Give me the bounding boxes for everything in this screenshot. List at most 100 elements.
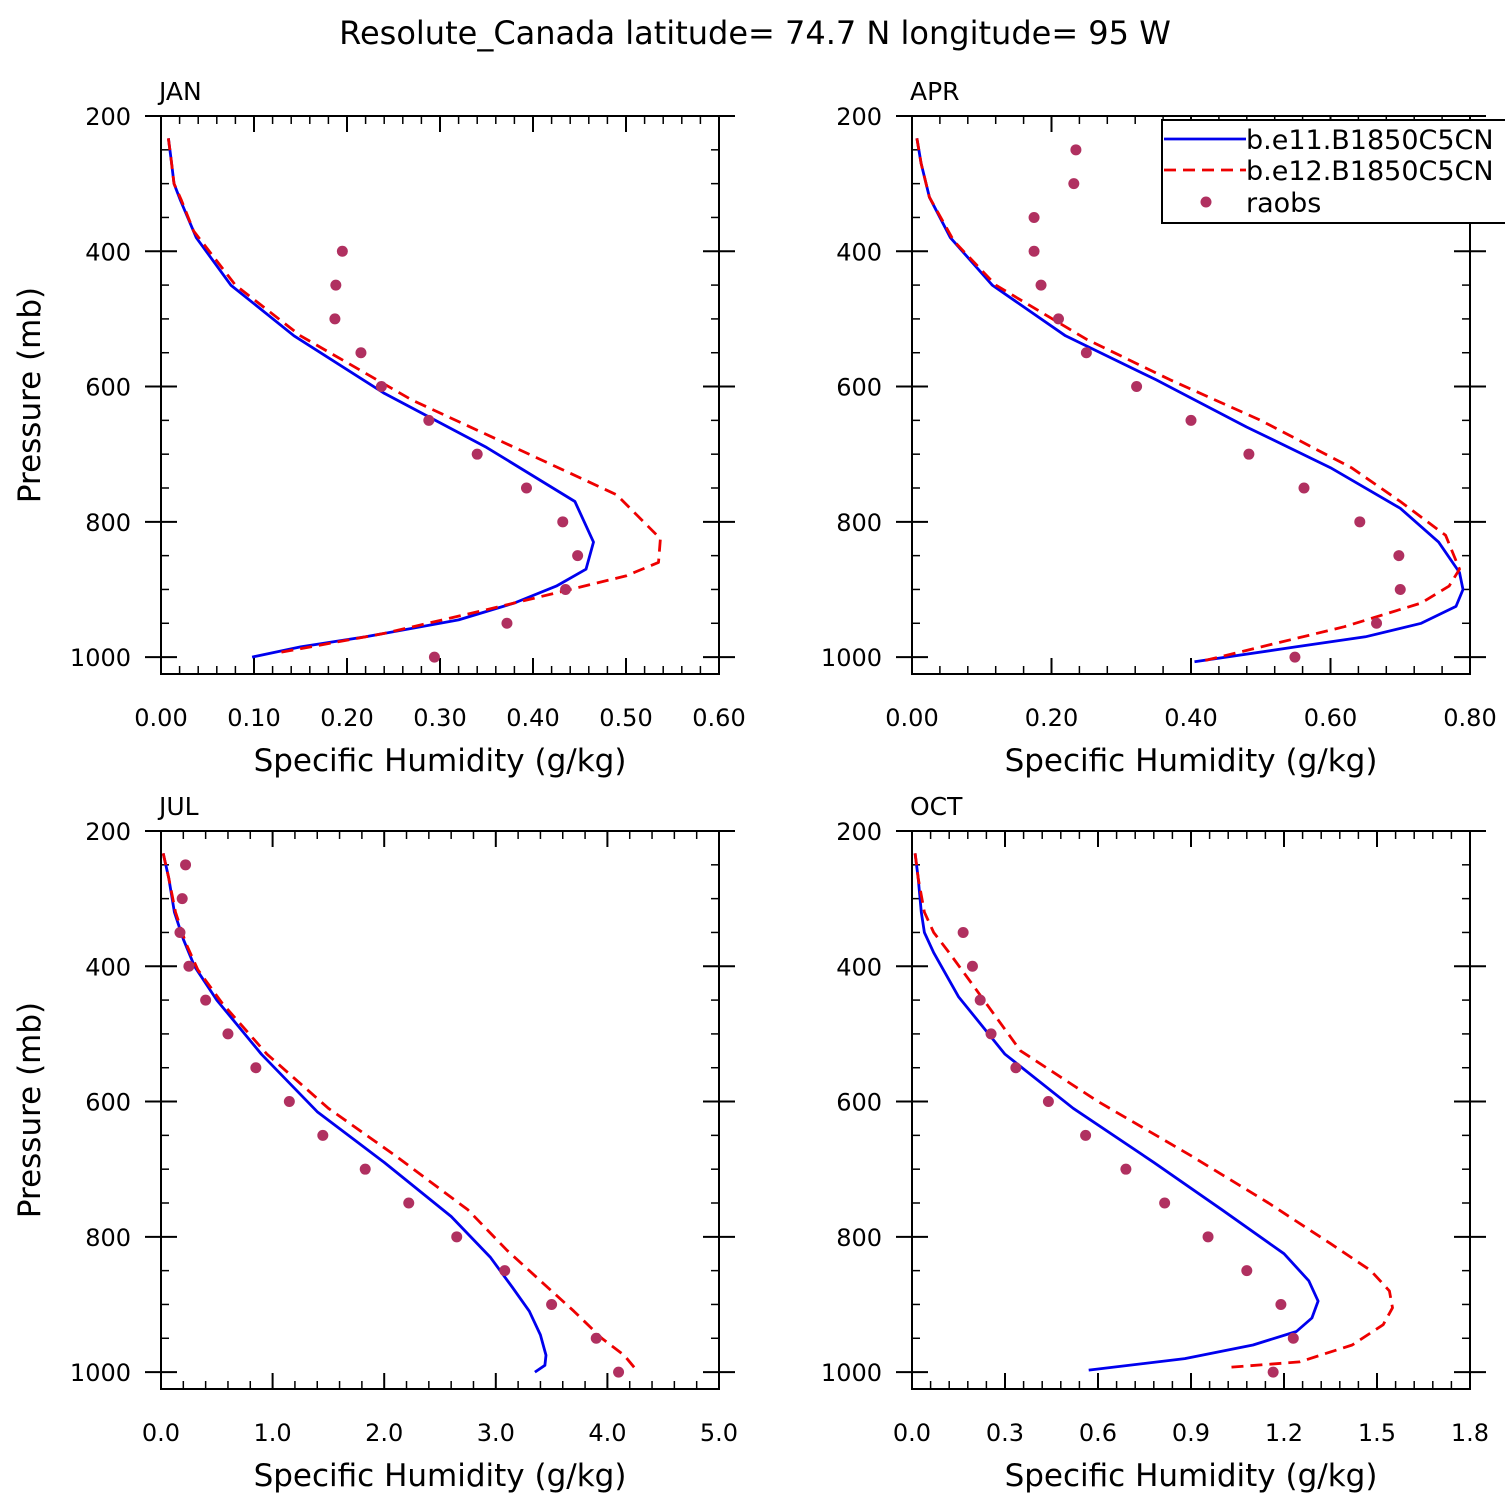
raobs-point (974, 994, 986, 1006)
x-tick-label: 0.00 (885, 704, 938, 732)
y-axis-label: Pressure (mb) (12, 287, 48, 503)
raobs-point (451, 1231, 463, 1243)
series-group (161, 852, 637, 1378)
raobs-point (1080, 347, 1092, 359)
raobs-point (1028, 211, 1040, 223)
raobs-point (501, 617, 513, 629)
y-tick-label: 1000 (821, 1359, 882, 1387)
raobs-point (520, 482, 532, 494)
y-tick-label: 800 (836, 509, 882, 537)
plot-frame (160, 830, 720, 1390)
plot-frame (160, 115, 720, 675)
x-tick-label: 5.0 (700, 1419, 738, 1447)
x-tick-label: 0.3 (986, 1419, 1024, 1447)
e11-series-line (167, 138, 595, 659)
x-tick-label: 0.40 (506, 704, 559, 732)
x-tick-label: 0.30 (413, 704, 466, 732)
y-tick-label: 200 (836, 818, 882, 846)
chart-panel-oct: 0.0 0.3 0.6 0.9 1.2 1.5 1.8 200 400 600 800 1000 OCT… (821, 792, 1489, 1494)
legend-box (1161, 119, 1505, 224)
raobs-point (1275, 1298, 1287, 1310)
raobs-point (1080, 1129, 1092, 1141)
raobs-point (1028, 245, 1040, 257)
x-tick-label: 0.10 (227, 704, 280, 732)
raobs-point (590, 1332, 602, 1344)
x-tick-label: 0.20 (1025, 704, 1078, 732)
x-tick-label: 0.9 (1172, 1419, 1210, 1447)
raobs-point (966, 960, 978, 972)
raobs-point (1394, 583, 1406, 595)
y-tick-label: 200 (85, 818, 131, 846)
x-tick-label: 0.0 (142, 1419, 180, 1447)
raobs-point (1052, 313, 1064, 325)
y-tick-label: 400 (85, 953, 131, 981)
x-tick-label: 0.40 (1164, 704, 1217, 732)
e12-series-line (915, 138, 1461, 662)
raobs-point (375, 381, 387, 393)
x-tick-label: 1.0 (254, 1419, 292, 1447)
panel-title: APR (910, 77, 960, 106)
raobs-point (546, 1298, 558, 1310)
raobs-point (423, 414, 435, 426)
series-group (913, 853, 1394, 1378)
raobs-point (1241, 1265, 1253, 1277)
y-tick-label: 1000 (70, 1359, 131, 1387)
y-tick-label: 1000 (70, 644, 131, 672)
chart-panel-jul: 0.0 1.0 2.0 3.0 4.0 5.0 200 400 600 800 1000 JUL Spe… (12, 792, 738, 1494)
raobs-point (1393, 550, 1405, 562)
y-tick-label: 1000 (821, 644, 882, 672)
y-tick-label: 800 (85, 509, 131, 537)
y-tick-label: 800 (836, 1224, 882, 1252)
series-group (167, 138, 662, 663)
raobs-point (471, 448, 483, 460)
y-tick-label: 600 (836, 374, 882, 402)
x-tick-label: 4.0 (588, 1419, 626, 1447)
x-tick-label: 0.50 (599, 704, 652, 732)
raobs-point (330, 279, 342, 291)
x-tick-label: 0.20 (320, 704, 373, 732)
raobs-point (283, 1096, 295, 1108)
raobs-point (250, 1062, 262, 1074)
y-tick-label: 800 (85, 1224, 131, 1252)
raobs-point (329, 313, 341, 325)
raobs-point (613, 1366, 625, 1378)
raobs-point (1068, 178, 1080, 190)
y-tick-label: 600 (85, 1089, 131, 1117)
y-tick-label: 200 (836, 103, 882, 131)
raobs-point (1185, 414, 1197, 426)
raobs-point (1267, 1366, 1279, 1378)
raobs-point (499, 1265, 511, 1277)
x-tick-label: 0.60 (692, 704, 745, 732)
y-tick-label: 400 (85, 238, 131, 266)
x-axis-label: Specific Humidity (g/kg) (1005, 1458, 1378, 1494)
raobs-point (1354, 516, 1366, 528)
raobs-point (1131, 381, 1143, 393)
x-axis-label: Specific Humidity (g/kg) (1005, 743, 1378, 779)
raobs-point (180, 859, 192, 871)
figure-title: Resolute_Canada latitude= 74.7 N longitu… (339, 14, 1171, 52)
e12-series-line (167, 138, 662, 654)
y-axis-label: Pressure (mb) (12, 1002, 48, 1218)
e12-series-line (161, 852, 637, 1370)
x-tick-label: 0.60 (1304, 704, 1357, 732)
raobs-point (572, 550, 584, 562)
raobs-point (1202, 1231, 1214, 1243)
raobs-point (317, 1129, 329, 1141)
x-tick-label: 0.6 (1079, 1419, 1117, 1447)
raobs-point (183, 960, 195, 972)
raobs-point (985, 1028, 997, 1040)
series-group (915, 138, 1465, 664)
e12-series-line (913, 853, 1394, 1369)
x-tick-label: 1.8 (1451, 1419, 1489, 1447)
y-tick-label: 400 (836, 238, 882, 266)
x-axis-label: Specific Humidity (g/kg) (254, 743, 627, 779)
y-tick-label: 400 (836, 953, 882, 981)
legend-label: b.e11.B1850C5CN (1246, 125, 1494, 156)
raobs-point (336, 245, 348, 257)
raobs-point (428, 651, 440, 663)
x-tick-label: 1.2 (1265, 1419, 1303, 1447)
panel-title: OCT (910, 792, 963, 821)
raobs-point (1042, 1096, 1054, 1108)
